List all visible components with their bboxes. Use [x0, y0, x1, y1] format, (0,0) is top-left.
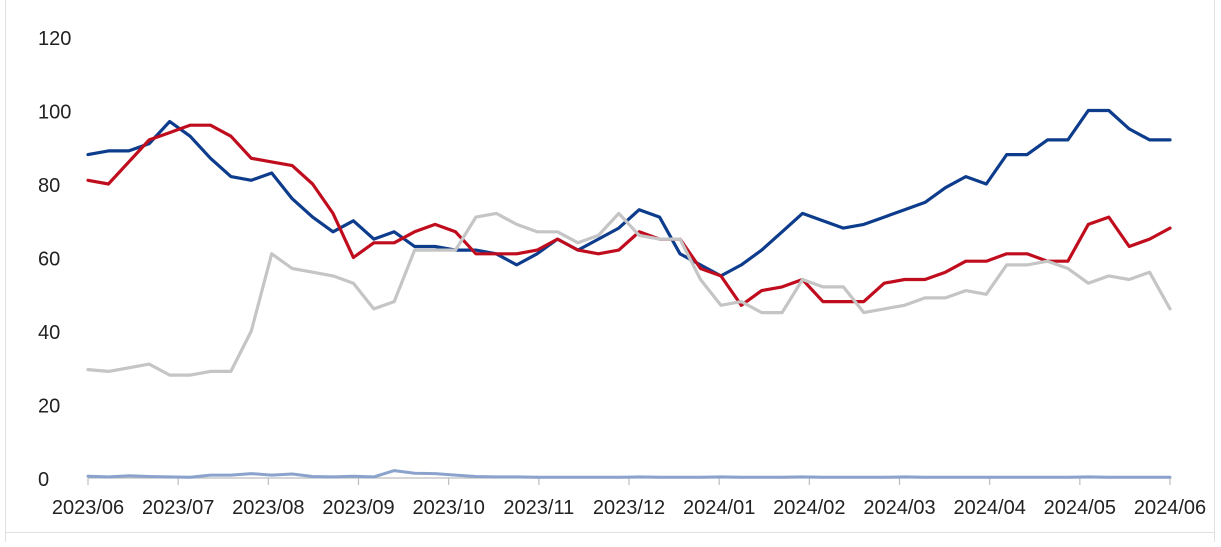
x-tick-label: 2023/07	[142, 497, 214, 519]
y-tick-label: 80	[38, 175, 60, 197]
x-tick-label: 2024/01	[683, 497, 755, 519]
series-line-2	[88, 125, 1170, 305]
x-tick-label: 2024/05	[1044, 497, 1116, 519]
y-tick-label: 20	[38, 396, 60, 418]
x-tick-label: 2023/11	[503, 497, 574, 519]
x-tick-label: 2023/09	[322, 497, 394, 519]
frame-left-border	[5, 0, 6, 542]
x-tick-label: 2024/06	[1134, 497, 1206, 519]
x-tick-label: 2023/10	[413, 497, 485, 519]
x-tick-label: 2023/06	[52, 497, 124, 519]
series-line-1	[88, 111, 1170, 276]
x-tick-label: 2024/02	[773, 497, 845, 519]
series-line-3	[88, 213, 1170, 375]
y-tick-label: 100	[38, 102, 71, 124]
frame-right-border	[1214, 0, 1215, 542]
y-tick-label: 40	[38, 322, 60, 344]
x-tick-label: 2024/03	[863, 497, 935, 519]
x-tick-label: 2023/08	[232, 497, 304, 519]
x-tick-label: 2023/12	[593, 497, 665, 519]
series-line-4	[88, 471, 1170, 478]
frame-bottom-border	[5, 532, 1215, 533]
y-tick-label: 120	[38, 28, 71, 50]
y-tick-label: 60	[38, 249, 60, 271]
y-tick-label: 0	[38, 469, 49, 491]
x-tick-label: 2024/04	[954, 497, 1026, 519]
